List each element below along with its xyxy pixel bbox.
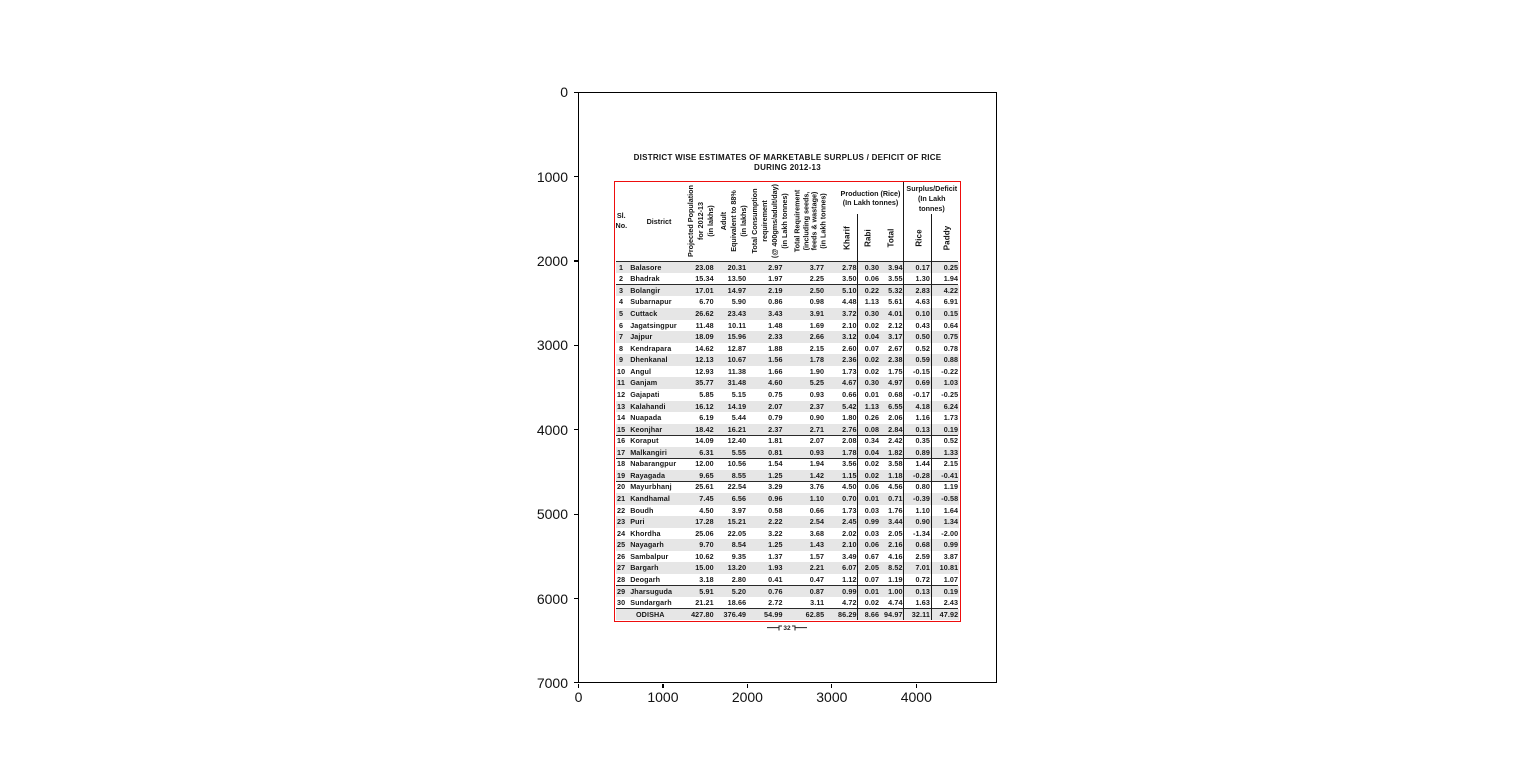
svg-text:32: 32 — [783, 625, 791, 632]
